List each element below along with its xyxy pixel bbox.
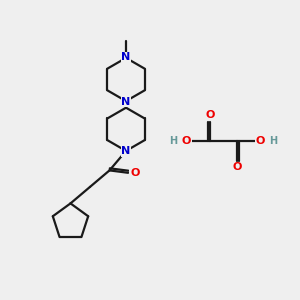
Text: N: N [122,52,130,62]
Text: O: O [232,162,242,172]
Text: N: N [122,146,130,157]
Text: O: O [256,136,265,146]
Text: O: O [205,110,215,120]
Text: O: O [182,136,191,146]
Text: H: H [169,136,178,146]
Text: H: H [269,136,278,146]
Text: O: O [130,168,140,178]
Text: N: N [122,97,130,107]
